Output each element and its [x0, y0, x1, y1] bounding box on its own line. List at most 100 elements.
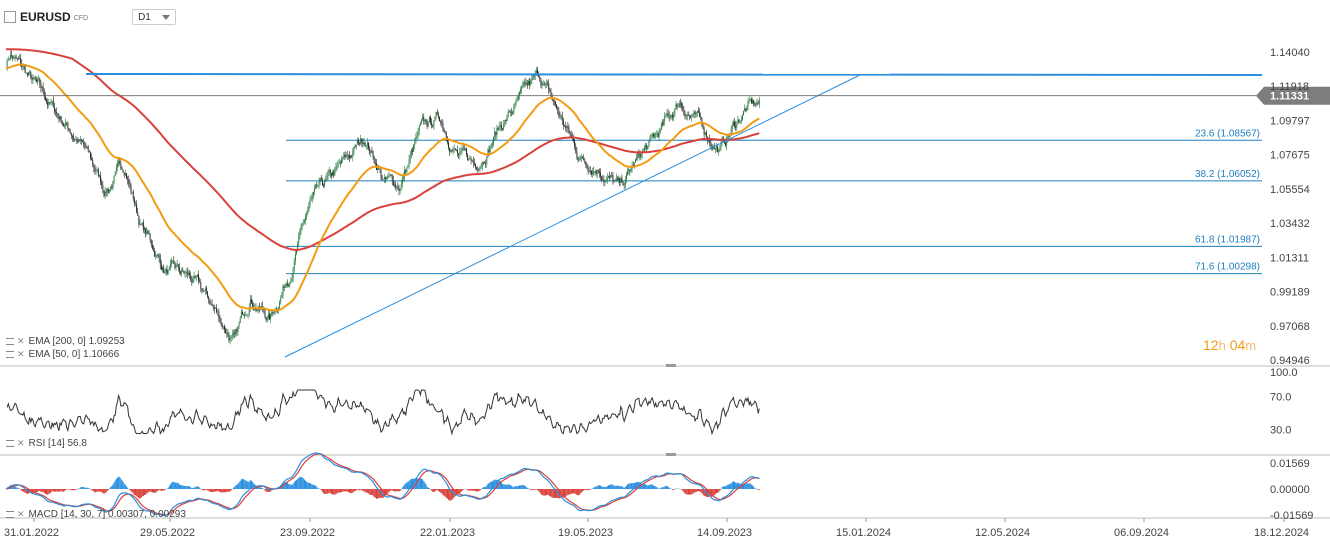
- candle-body: [200, 282, 202, 289]
- macd-histogram-bar: [648, 485, 650, 489]
- macd-histogram-bar: [132, 489, 134, 494]
- close-icon[interactable]: ✕: [17, 336, 25, 346]
- candle-body: [490, 145, 492, 147]
- macd-histogram-bar: [182, 485, 184, 489]
- close-icon[interactable]: ✕: [17, 509, 25, 519]
- candle-body: [676, 104, 678, 107]
- macd-histogram-bar: [440, 489, 442, 493]
- candle-body: [105, 191, 107, 193]
- macd-histogram-bar: [422, 479, 424, 489]
- macd-histogram-bar: [521, 485, 523, 489]
- macd-histogram-bar: [122, 482, 124, 489]
- macd-histogram-bar: [129, 489, 131, 491]
- symbol-label[interactable]: EURUSD: [20, 10, 71, 24]
- macd-histogram-bar: [49, 489, 51, 494]
- macd-histogram-bar: [632, 483, 634, 489]
- candle-body: [597, 169, 599, 172]
- candle-body: [700, 116, 702, 118]
- candle-body: [11, 54, 13, 56]
- candle-body: [743, 111, 744, 115]
- candle-body: [272, 311, 274, 314]
- candle-body: [390, 174, 392, 176]
- candle-body: [337, 163, 339, 166]
- macd-histogram-bar: [419, 478, 421, 489]
- macd-histogram-bar: [302, 478, 304, 489]
- indicator-settings-icon[interactable]: [6, 440, 14, 447]
- candle-body: [548, 83, 550, 90]
- candle-body: [111, 186, 113, 188]
- close-icon[interactable]: ✕: [17, 349, 25, 359]
- candle-body: [619, 177, 621, 183]
- candle-body: [612, 175, 614, 181]
- candle-body: [372, 151, 374, 157]
- macd-histogram-bar: [111, 486, 113, 489]
- candle-body: [426, 123, 428, 127]
- macd-histogram-bar: [321, 489, 324, 492]
- candle-body: [508, 111, 510, 113]
- candle-body: [682, 106, 684, 110]
- candle-body: [302, 222, 304, 224]
- candle-body: [636, 157, 638, 160]
- macd-histogram-bar: [431, 489, 433, 491]
- candle-body: [461, 148, 463, 152]
- macd-histogram-bar: [44, 489, 47, 494]
- candle-body: [86, 146, 88, 149]
- macd-histogram-bar: [125, 486, 128, 489]
- macd-histogram-bar: [667, 486, 669, 489]
- candle-body: [52, 100, 54, 108]
- macd-histogram-bar: [217, 489, 219, 491]
- candle-body: [433, 120, 435, 127]
- candle-body: [205, 288, 207, 292]
- macd-histogram-bar: [536, 489, 539, 491]
- macd-histogram-bar: [507, 484, 509, 489]
- candle-body: [511, 111, 513, 113]
- macd-histogram-bar: [425, 484, 427, 489]
- indicator-legend-ema200[interactable]: ✕ EMA [200, 0] 1.09253: [6, 336, 125, 347]
- macd-histogram-bar: [123, 483, 125, 489]
- candle-body: [471, 160, 473, 162]
- indicator-settings-icon[interactable]: [6, 338, 14, 345]
- candle-body: [541, 84, 543, 85]
- candle-body: [485, 163, 487, 165]
- indicator-legend-macd[interactable]: ✕ MACD [14, 30, 7] 0.00307, 0.00293: [6, 509, 186, 520]
- candle-body: [130, 185, 132, 192]
- macd-histogram-bar: [686, 489, 688, 495]
- candle-body: [252, 303, 254, 307]
- candle-body: [734, 121, 735, 126]
- candle-body: [754, 103, 756, 106]
- candle-body: [102, 185, 104, 191]
- indicator-legend-rsi[interactable]: ✕ RSI [14] 56.8: [6, 438, 87, 449]
- macd-histogram-bar: [74, 489, 76, 491]
- macd-histogram-bar: [208, 489, 210, 491]
- close-icon[interactable]: ✕: [17, 438, 25, 448]
- price-axis-tick: 0.97068: [1270, 321, 1310, 333]
- macd-histogram-bar: [88, 488, 90, 489]
- macd-histogram-bar: [503, 484, 505, 489]
- macd-histogram-bar: [583, 489, 585, 491]
- candle-body: [500, 125, 502, 129]
- candle-body: [473, 163, 475, 165]
- timeframe-select[interactable]: D1: [132, 9, 177, 25]
- candle-body: [535, 69, 537, 73]
- macd-histogram-bar: [335, 489, 337, 494]
- macd-histogram-bar: [112, 484, 114, 489]
- macd-histogram-bar: [368, 489, 370, 494]
- candle-body: [646, 145, 648, 150]
- macd-histogram-bar: [97, 489, 99, 492]
- candle-body: [445, 133, 447, 138]
- indicator-legend-ema50[interactable]: ✕ EMA [50, 0] 1.10666: [6, 349, 119, 360]
- time-axis-label: 19.05.2023: [558, 527, 613, 539]
- candle-body: [163, 267, 165, 273]
- indicator-settings-icon[interactable]: [6, 351, 14, 358]
- candle-body: [524, 81, 526, 85]
- macd-histogram-bar: [476, 489, 478, 492]
- macd-histogram-bar: [486, 485, 488, 489]
- macd-histogram-bar: [147, 489, 149, 493]
- macd-histogram-bar: [685, 489, 687, 495]
- macd-histogram-bar: [354, 489, 356, 492]
- candle-body: [247, 313, 249, 315]
- candle-body: [132, 191, 134, 199]
- indicator-settings-icon[interactable]: [6, 511, 14, 518]
- macd-histogram-bar: [369, 489, 371, 495]
